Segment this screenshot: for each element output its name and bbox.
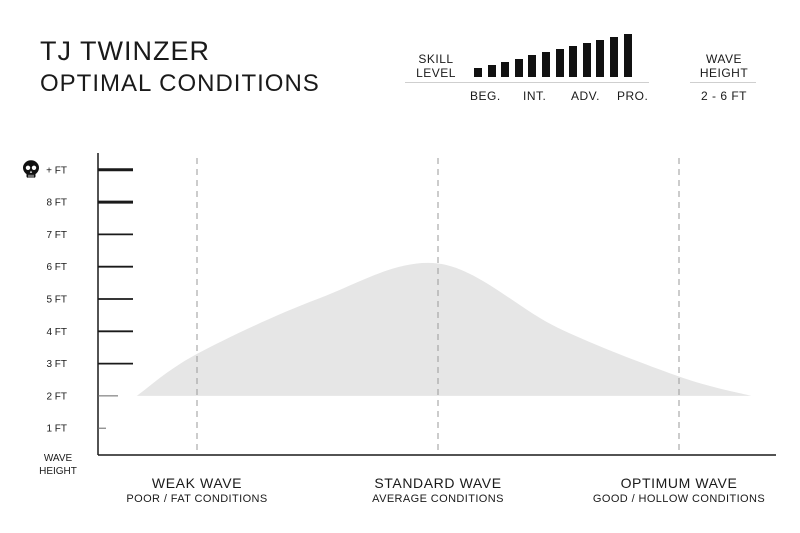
category-label: STANDARD WAVE [374,475,501,491]
y-tick-label: 6 FT [46,262,67,273]
skill-bar [528,55,537,77]
skill-label-line2: LEVEL [416,66,456,80]
skill-level-label: SKILL LEVEL [408,52,464,80]
skill-divider [405,82,649,83]
y-tick-label: 2 FT [46,391,67,402]
skull-icon [23,160,39,178]
skill-label-line1: SKILL [418,52,454,66]
skill-bar [514,59,523,77]
conditions-area [136,262,752,396]
y-tick-label: + FT [46,165,67,176]
y-tick-label: 7 FT [46,230,67,241]
category-label: OPTIMUM WAVE [621,475,738,491]
category-sublabel: GOOD / HOLLOW CONDITIONS [593,493,765,505]
skill-bar [487,65,496,77]
skill-tick-beg: BEG. [470,89,501,103]
chart-title-line1: TJ TWINZER [40,36,210,66]
skill-bar [542,52,550,77]
y-tick-label: 3 FT [46,359,67,370]
y-tick-label: 8 FT [46,198,67,209]
y-tick-label: 4 FT [46,327,67,338]
wave-height-line1: WAVE [705,52,742,66]
skill-bar [610,37,618,77]
category-sublabel: POOR / FAT CONDITIONS [126,493,267,505]
skill-bar [582,43,591,77]
y-tick-label: 1 FT [46,424,67,435]
wave-height-range: 2 - 6 FT [700,89,747,103]
skill-bar [623,34,632,77]
skill-tick-pro: PRO. [617,89,649,103]
skill-bar [474,68,482,77]
wave-height-line2: HEIGHT [699,66,749,80]
skill-tick-int: INT. [523,89,547,103]
skill-bar [501,62,510,77]
skill-bar [569,46,578,77]
skill-bar [596,40,605,77]
wave-height-label: WAVE HEIGHT [688,52,760,80]
wave-height-divider [690,82,756,83]
chart-title-line2: OPTIMAL CONDITIONS [40,70,320,97]
skill-bar [555,49,564,77]
y-axis-label: HEIGHT [39,466,77,477]
skill-tick-adv: ADV. [571,89,600,103]
y-tick-label: 5 FT [46,295,67,306]
y-axis-label: WAVE [44,453,73,464]
category-label: WEAK WAVE [152,475,242,491]
category-sublabel: AVERAGE CONDITIONS [372,493,504,505]
